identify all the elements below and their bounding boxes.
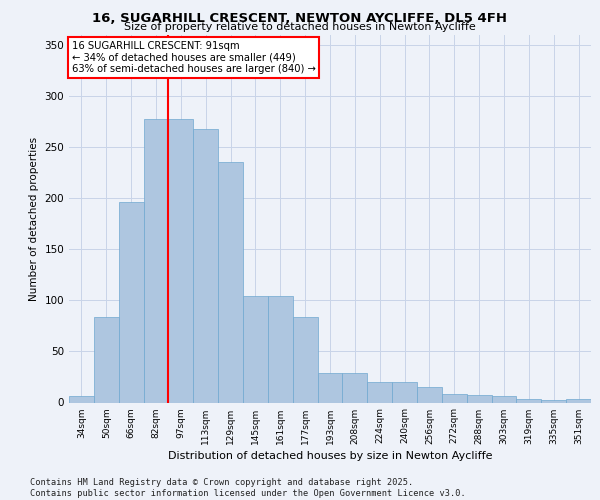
Y-axis label: Number of detached properties: Number of detached properties <box>29 136 39 301</box>
Text: 16 SUGARHILL CRESCENT: 91sqm
← 34% of detached houses are smaller (449)
63% of s: 16 SUGARHILL CRESCENT: 91sqm ← 34% of de… <box>71 40 316 74</box>
Bar <box>119 202 143 402</box>
Bar <box>94 317 119 402</box>
Bar <box>143 118 169 403</box>
Bar <box>367 382 392 402</box>
Bar <box>566 400 591 402</box>
Bar <box>417 387 442 402</box>
Bar <box>218 162 243 402</box>
X-axis label: Distribution of detached houses by size in Newton Aycliffe: Distribution of detached houses by size … <box>168 450 492 460</box>
Bar <box>392 382 417 402</box>
Bar <box>491 396 517 402</box>
Bar <box>517 400 541 402</box>
Bar <box>169 118 193 403</box>
Bar <box>317 373 343 402</box>
Bar <box>268 296 293 403</box>
Bar <box>243 296 268 403</box>
Bar <box>293 317 317 402</box>
Text: 16, SUGARHILL CRESCENT, NEWTON AYCLIFFE, DL5 4FH: 16, SUGARHILL CRESCENT, NEWTON AYCLIFFE,… <box>92 12 508 26</box>
Text: Size of property relative to detached houses in Newton Aycliffe: Size of property relative to detached ho… <box>124 22 476 32</box>
Text: Contains HM Land Registry data © Crown copyright and database right 2025.
Contai: Contains HM Land Registry data © Crown c… <box>30 478 466 498</box>
Bar <box>467 396 491 402</box>
Bar <box>442 394 467 402</box>
Bar <box>541 400 566 402</box>
Bar <box>193 129 218 402</box>
Bar <box>69 396 94 402</box>
Bar <box>343 373 367 402</box>
